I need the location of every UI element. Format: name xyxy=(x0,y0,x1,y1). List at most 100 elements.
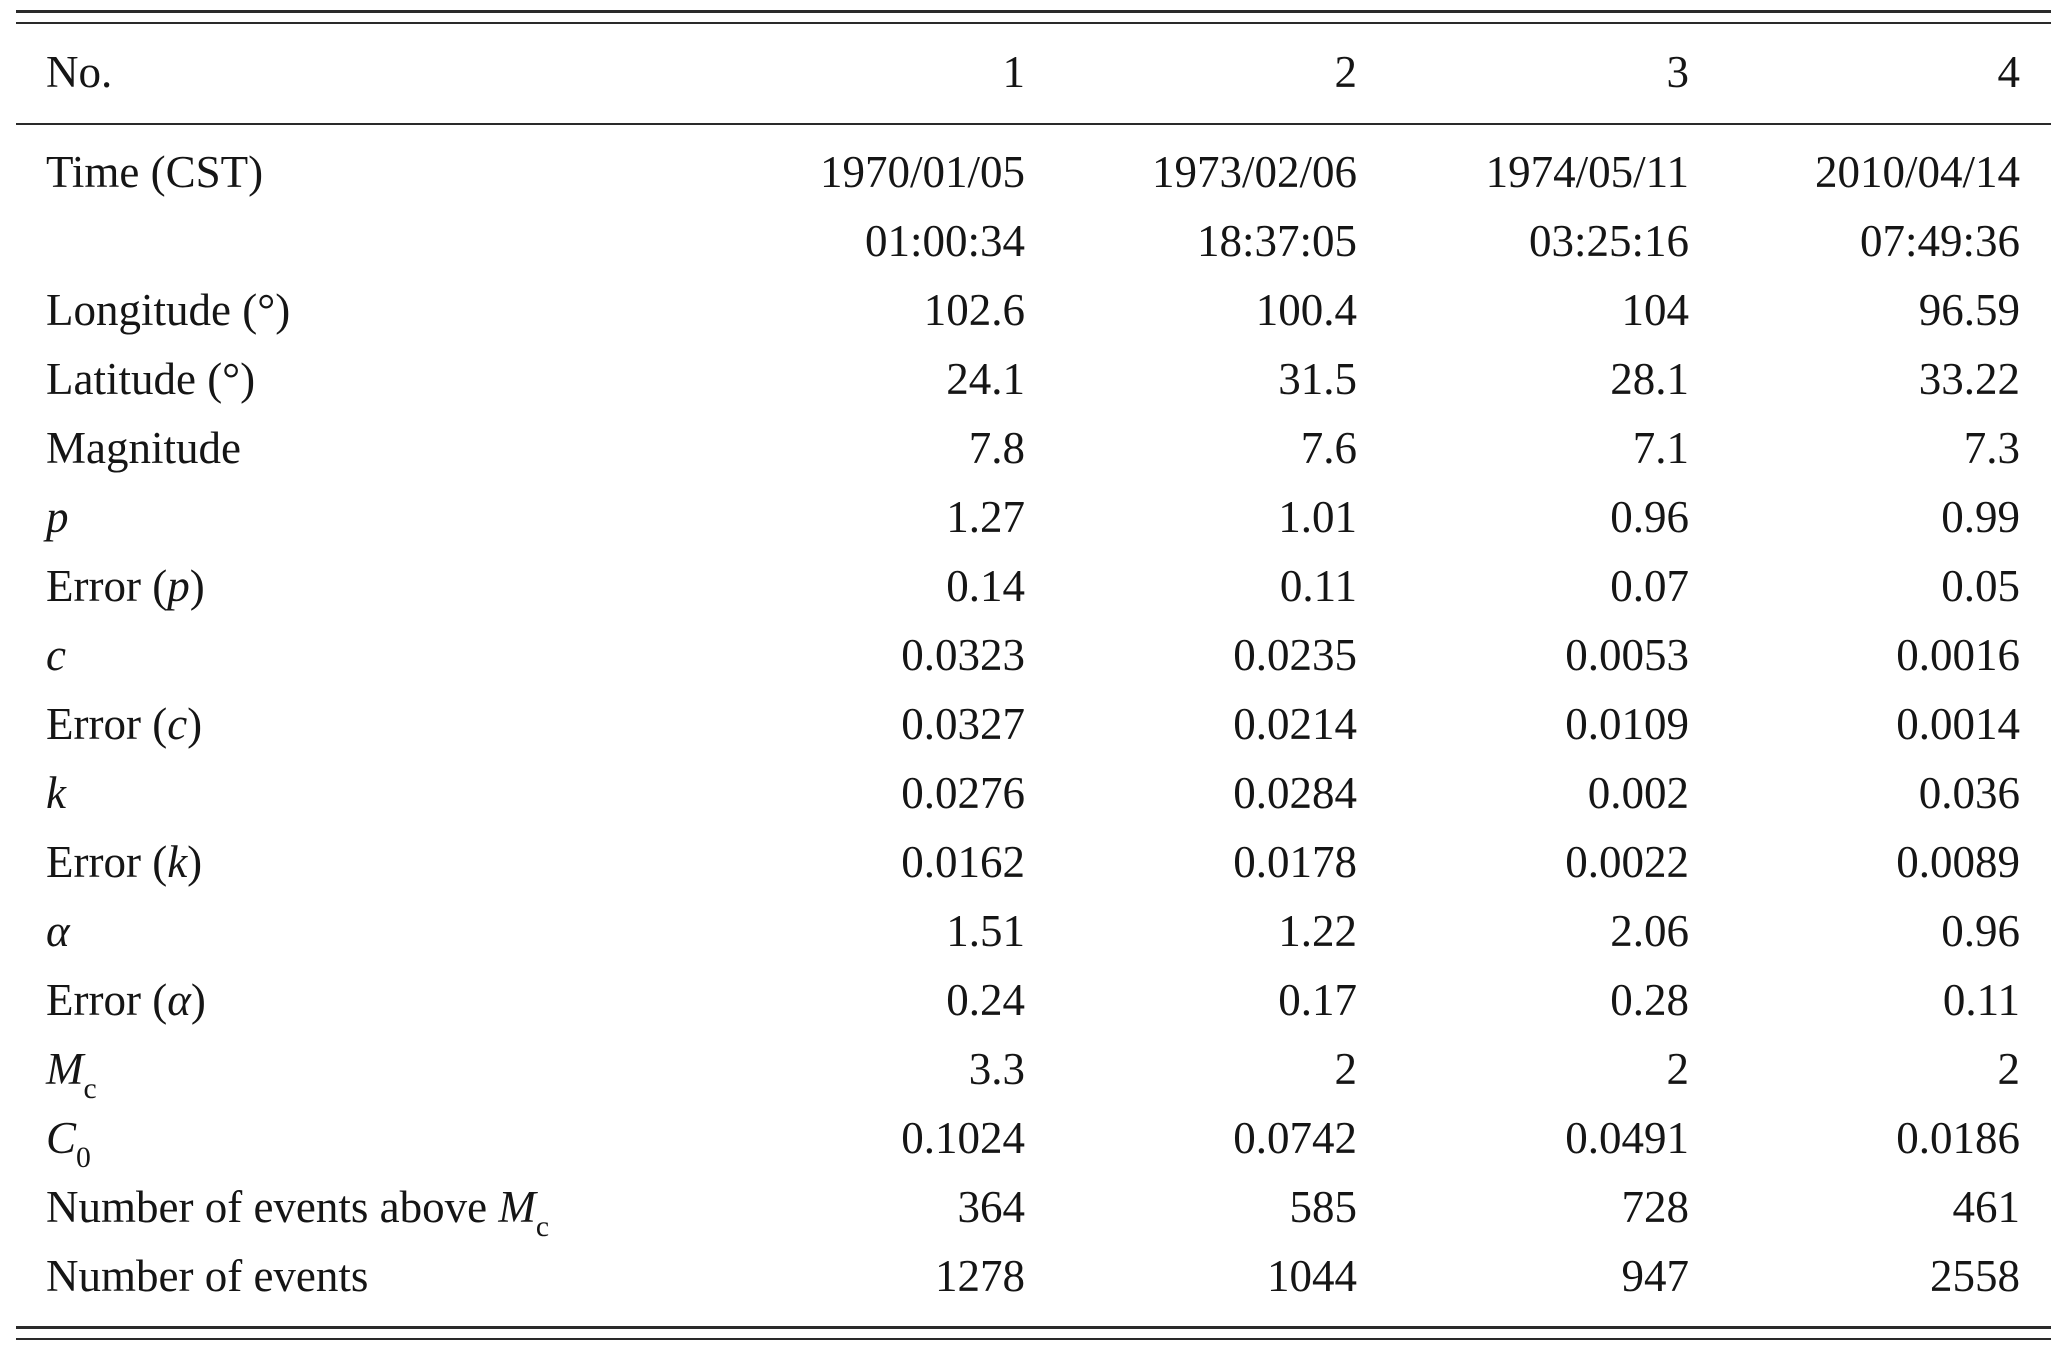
cell-value: 0.99 xyxy=(1941,492,2020,542)
cell-value: 1970/01/05 01:00:34 xyxy=(693,124,1025,276)
table-row-time: Time (CST) 1970/01/05 01:00:34 1973/02/0… xyxy=(16,124,2051,276)
row-label-math: k xyxy=(46,768,66,818)
aftershock-parameters-table: No. 1 2 3 4 Time (CST) 1970/01/05 01:00:… xyxy=(16,24,2051,1326)
table-row-longitude: Longitude (°) 102.6 100.4 104 96.59 xyxy=(16,276,2051,345)
row-label-math: M xyxy=(46,1044,84,1094)
table-row-error-alpha: Error (α) 0.24 0.17 0.28 0.11 xyxy=(16,966,2051,1035)
row-label: Latitude (°) xyxy=(16,345,693,414)
row-label-text: Magnitude xyxy=(46,423,241,473)
row-label-math: C xyxy=(46,1113,77,1163)
header-row: No. 1 2 3 4 xyxy=(16,24,2051,125)
row-label-text: Latitude (°) xyxy=(46,354,256,404)
row-label: Time (CST) xyxy=(16,124,693,276)
cell-value: 0.036 xyxy=(1918,768,2020,818)
cell-value: 0.24 xyxy=(946,975,1025,1025)
cell-value: 7.6 xyxy=(1300,423,1357,473)
cell-value: 2.06 xyxy=(1610,906,1689,956)
cell-value: 0.96 xyxy=(1610,492,1689,542)
table-row-alpha: α 1.51 1.22 2.06 0.96 xyxy=(16,897,2051,966)
row-label: α xyxy=(16,897,693,966)
cell-value: 1.01 xyxy=(1278,492,1357,542)
row-label-math: α xyxy=(46,906,70,956)
row-label: p xyxy=(16,483,693,552)
cell-value: 2 xyxy=(1666,1044,1690,1094)
table-row-error-k: Error (k) 0.0162 0.0178 0.0022 0.0089 xyxy=(16,828,2051,897)
row-label-sub: c xyxy=(83,1072,97,1105)
table-row-c: c 0.0323 0.0235 0.0053 0.0016 xyxy=(16,621,2051,690)
row-label-math: p xyxy=(46,492,69,542)
cell-value: 0.0089 xyxy=(1896,837,2020,887)
cell-value: 28.1 xyxy=(1610,354,1689,404)
cell-value: 1974/05/11 03:25:16 xyxy=(1357,124,1689,276)
row-label: Error (c) xyxy=(16,690,693,759)
table-row-mc: Mc 3.3 2 2 2 xyxy=(16,1035,2051,1104)
event-time: 18:37:05 xyxy=(1196,216,1357,266)
cell-value: 7.8 xyxy=(968,423,1025,473)
row-label: Number of events above Mc xyxy=(16,1173,693,1242)
cell-value: 2 xyxy=(1334,1044,1358,1094)
cell-value: 0.11 xyxy=(1279,561,1357,611)
row-label-text: Number of events xyxy=(46,1251,369,1301)
table-row-k: k 0.0276 0.0284 0.002 0.036 xyxy=(16,759,2051,828)
table-rule-top-outer xyxy=(16,10,2051,13)
cell-value: 0.0016 xyxy=(1896,630,2020,680)
row-label: Number of events xyxy=(16,1242,693,1326)
cell-value: 1973/02/06 18:37:05 xyxy=(1025,124,1357,276)
row-label-math: p xyxy=(167,561,190,611)
cell-value: 0.0214 xyxy=(1233,699,1357,749)
cell-value: 100.4 xyxy=(1255,285,1357,335)
cell-value: 0.0235 xyxy=(1233,630,1357,680)
row-label-text: Error ( xyxy=(46,561,168,611)
row-label-math: c xyxy=(167,699,188,749)
table-row-events-above-mc: Number of events above Mc 364 585 728 46… xyxy=(16,1173,2051,1242)
cell-value: 0.05 xyxy=(1941,561,2020,611)
cell-value: 0.0022 xyxy=(1565,837,1689,887)
row-label-math: k xyxy=(167,837,188,887)
cell-value: 0.0053 xyxy=(1565,630,1689,680)
column-header-4: 4 xyxy=(1689,24,2051,125)
row-label: k xyxy=(16,759,693,828)
cell-value: 0.0491 xyxy=(1565,1113,1689,1163)
row-label: Mc xyxy=(16,1035,693,1104)
row-label-text: Time (CST) xyxy=(46,147,264,197)
event-time: 07:49:36 xyxy=(1859,216,2020,266)
table-row-error-c: Error (c) 0.0327 0.0214 0.0109 0.0014 xyxy=(16,690,2051,759)
event-date: 1970/01/05 xyxy=(819,147,1025,197)
cell-value: 1.27 xyxy=(946,492,1025,542)
row-label: Error (k) xyxy=(16,828,693,897)
row-label-post: ) xyxy=(190,975,206,1025)
cell-value: 1044 xyxy=(1267,1251,1357,1301)
cell-value: 0.11 xyxy=(1942,975,2020,1025)
table-row-magnitude: Magnitude 7.8 7.6 7.1 7.3 xyxy=(16,414,2051,483)
rule-gap xyxy=(16,13,2051,22)
row-label-text: Error ( xyxy=(46,975,168,1025)
cell-value: 24.1 xyxy=(946,354,1025,404)
row-label-math: c xyxy=(46,630,66,680)
cell-value: 364 xyxy=(957,1182,1026,1232)
cell-value: 0.0109 xyxy=(1565,699,1689,749)
cell-value: 0.0742 xyxy=(1233,1113,1357,1163)
cell-value: 0.14 xyxy=(946,561,1025,611)
cell-value: 2010/04/14 07:49:36 xyxy=(1689,124,2051,276)
event-time: 01:00:34 xyxy=(864,216,1025,266)
row-label: c xyxy=(16,621,693,690)
row-label-post: ) xyxy=(187,699,203,749)
cell-value: 0.0327 xyxy=(901,699,1025,749)
cell-value: 1.22 xyxy=(1278,906,1357,956)
cell-value: 3.3 xyxy=(968,1044,1025,1094)
row-label-text: Error ( xyxy=(46,837,168,887)
table-row-c0: C0 0.1024 0.0742 0.0491 0.0186 xyxy=(16,1104,2051,1173)
cell-value: 31.5 xyxy=(1278,354,1357,404)
cell-value: 0.0284 xyxy=(1233,768,1357,818)
event-date: 1973/02/06 xyxy=(1151,147,1357,197)
cell-value: 96.59 xyxy=(1918,285,2020,335)
cell-value: 0.96 xyxy=(1941,906,2020,956)
cell-value: 461 xyxy=(1952,1182,2021,1232)
cell-value: 0.0162 xyxy=(901,837,1025,887)
row-label-post: ) xyxy=(189,561,205,611)
cell-value: 0.0178 xyxy=(1233,837,1357,887)
table-rule-bottom-inner xyxy=(16,1326,2051,1329)
cell-value: 0.07 xyxy=(1610,561,1689,611)
row-label-post: ) xyxy=(187,837,203,887)
